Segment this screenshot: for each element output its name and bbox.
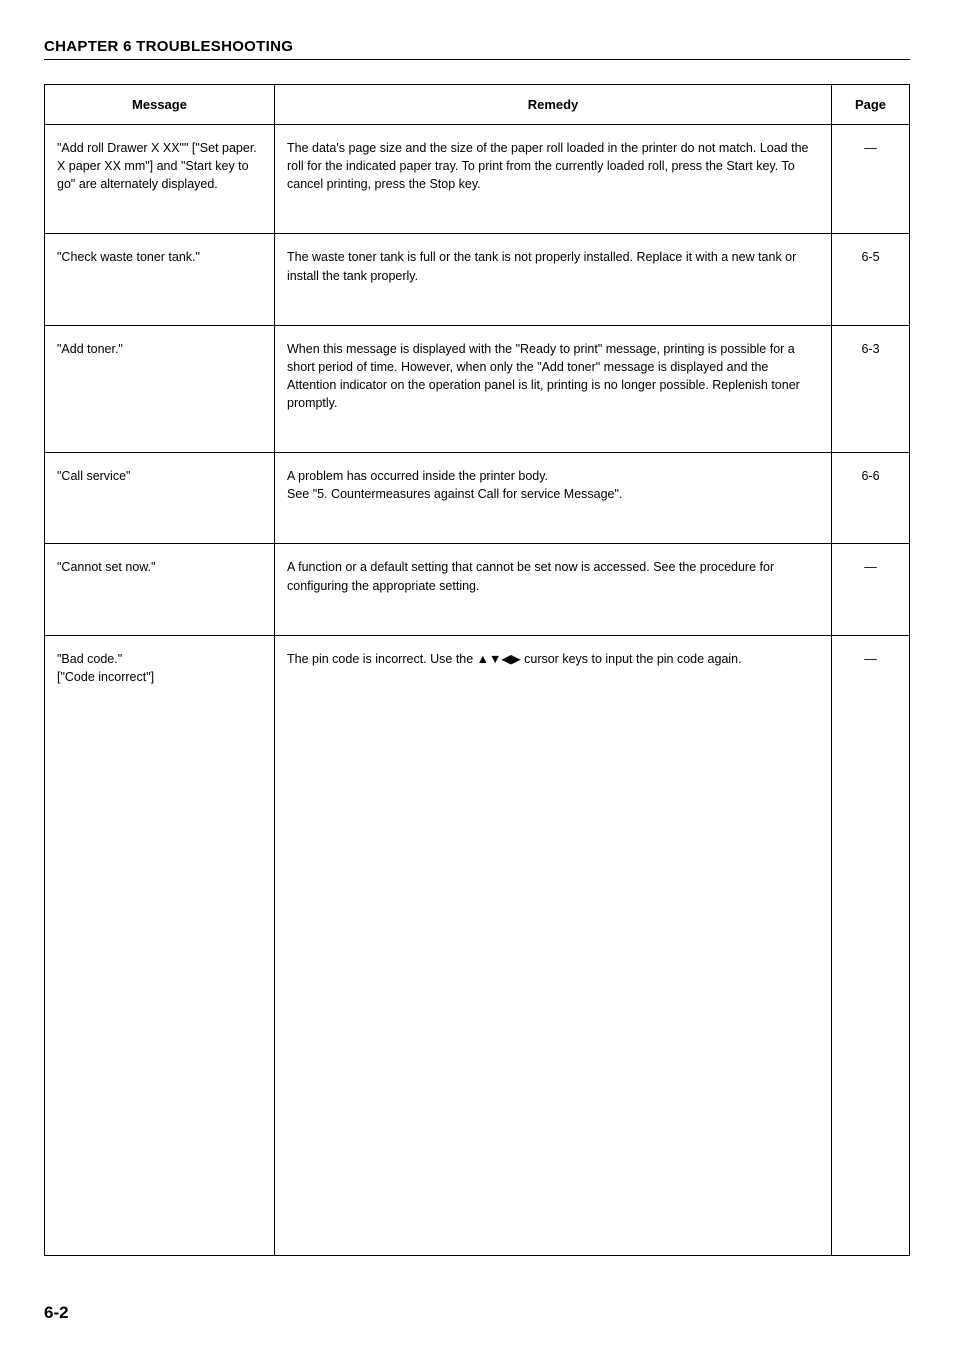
cell-message: "Add toner." bbox=[45, 325, 275, 453]
header-page: Page bbox=[832, 85, 910, 125]
cell-page: — bbox=[832, 125, 910, 234]
cell-page: 6-6 bbox=[832, 453, 910, 544]
chapter-title: CHAPTER 6 TROUBLESHOOTING bbox=[44, 38, 910, 60]
page-number: 6-2 bbox=[44, 1303, 69, 1323]
table-row: "Bad code."["Code incorrect"] The pin co… bbox=[45, 635, 910, 1255]
header-message: Message bbox=[45, 85, 275, 125]
header-remedy: Remedy bbox=[275, 85, 832, 125]
cell-page: — bbox=[832, 544, 910, 635]
cell-page: — bbox=[832, 635, 910, 1255]
table-row: "Check waste toner tank." The waste tone… bbox=[45, 234, 910, 325]
table-row: "Call service" A problem has occurred in… bbox=[45, 453, 910, 544]
cell-remedy: When this message is displayed with the … bbox=[275, 325, 832, 453]
cell-message: "Check waste toner tank." bbox=[45, 234, 275, 325]
table-row: "Add roll Drawer X XX"" ["Set paper. X p… bbox=[45, 125, 910, 234]
table-header-row: Message Remedy Page bbox=[45, 85, 910, 125]
cell-page: 6-5 bbox=[832, 234, 910, 325]
cell-remedy: A function or a default setting that can… bbox=[275, 544, 832, 635]
cell-page: 6-3 bbox=[832, 325, 910, 453]
cell-remedy: The pin code is incorrect. Use the ▲▼◀▶ … bbox=[275, 635, 832, 1255]
table-row: "Cannot set now." A function or a defaul… bbox=[45, 544, 910, 635]
cell-remedy: The waste toner tank is full or the tank… bbox=[275, 234, 832, 325]
cell-remedy: The data's page size and the size of the… bbox=[275, 125, 832, 234]
cell-message: "Cannot set now." bbox=[45, 544, 275, 635]
cell-remedy: A problem has occurred inside the printe… bbox=[275, 453, 832, 544]
cell-message: "Add roll Drawer X XX"" ["Set paper. X p… bbox=[45, 125, 275, 234]
cell-message: "Bad code."["Code incorrect"] bbox=[45, 635, 275, 1255]
cell-message: "Call service" bbox=[45, 453, 275, 544]
table-row: "Add toner." When this message is displa… bbox=[45, 325, 910, 453]
troubleshooting-table: Message Remedy Page "Add roll Drawer X X… bbox=[44, 84, 910, 1256]
